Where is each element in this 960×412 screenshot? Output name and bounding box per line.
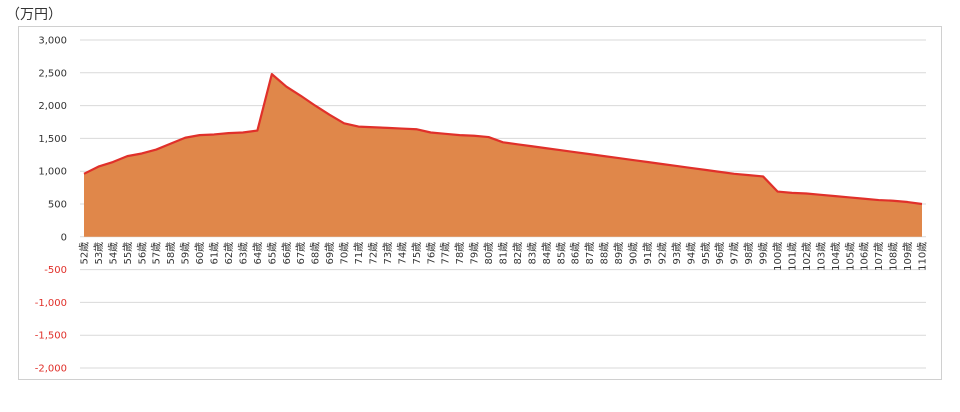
x-tick-label: 110歳 xyxy=(917,242,929,271)
x-tick-label: 103歳 xyxy=(815,242,827,271)
area-series xyxy=(83,73,923,237)
y-tick-label: 2,000 xyxy=(38,101,67,112)
x-tick-label: 72歳 xyxy=(367,242,379,265)
series-line xyxy=(83,73,923,206)
x-tick-label: 84歳 xyxy=(541,242,553,265)
x-tick-label: 80歳 xyxy=(483,242,495,265)
y-tick-label: -1,000 xyxy=(35,298,67,309)
x-tick-label: 56歳 xyxy=(136,242,148,265)
chart-frame: 3,000 2,500 2,000 1,500 1,000 500 0 -500 -1,000 -… xyxy=(18,26,942,380)
x-tick-label: 105歳 xyxy=(844,242,856,271)
x-tick-label: 99歳 xyxy=(758,242,770,265)
y-tick-label: -2,000 xyxy=(35,364,67,375)
x-tick-label: 59歳 xyxy=(180,242,192,265)
y-tick-label: 500 xyxy=(48,200,67,211)
x-tick-label: 98歳 xyxy=(743,242,755,265)
x-tick-label: 83歳 xyxy=(526,242,538,265)
y-tick-label: 2,500 xyxy=(38,68,67,79)
x-tick-label: 52歳 xyxy=(79,242,91,265)
x-tick-label: 65歳 xyxy=(266,242,278,265)
x-tick-label: 57歳 xyxy=(151,242,163,265)
x-tick-label: 106歳 xyxy=(859,242,871,271)
x-tick-label: 68歳 xyxy=(310,242,322,265)
x-tick-label: 93歳 xyxy=(671,242,683,265)
y-axis-unit-label: （万円） xyxy=(6,7,62,23)
x-tick-label: 91歳 xyxy=(642,242,654,265)
x-tick-label: 69歳 xyxy=(324,242,336,265)
x-tick-label: 71歳 xyxy=(353,242,365,265)
y-tick-label: 1,000 xyxy=(38,167,67,178)
x-tick-label: 78歳 xyxy=(454,242,466,265)
x-tick-label: 73歳 xyxy=(382,242,394,265)
x-tick-label: 74歳 xyxy=(396,242,408,265)
x-tick-label: 96歳 xyxy=(714,242,726,265)
x-tick-label: 86歳 xyxy=(570,242,582,265)
y-axis-ticks: 3,000 2,500 2,000 1,500 1,000 500 0 -500 -1,000 -… xyxy=(35,36,67,375)
area-fill xyxy=(84,74,922,237)
x-tick-label: 82歳 xyxy=(512,242,524,265)
x-tick-label: 77歳 xyxy=(440,242,452,265)
y-tick-label: 1,500 xyxy=(38,134,67,145)
x-tick-label: 104歳 xyxy=(830,242,842,271)
x-tick-label: 109歳 xyxy=(902,242,914,271)
y-tick-label: 3,000 xyxy=(38,36,67,47)
x-tick-label: 64歳 xyxy=(252,242,264,265)
y-tick-label: -1,500 xyxy=(35,331,67,342)
x-tick-label: 60歳 xyxy=(194,242,206,265)
x-tick-label: 94歳 xyxy=(685,242,697,265)
x-tick-label: 70歳 xyxy=(339,242,351,265)
x-tick-label: 62歳 xyxy=(223,242,235,265)
x-tick-label: 53歳 xyxy=(93,242,105,265)
x-tick-label: 67歳 xyxy=(295,242,307,265)
x-tick-label: 58歳 xyxy=(165,242,177,265)
y-tick-label: 0 xyxy=(61,232,67,243)
x-axis-ticks: 52歳 53歳 54歳 55歳 56歳 57歳 58歳 59歳 60歳 61歳 62歳 63歳 64歳 6… xyxy=(79,242,929,271)
x-tick-label: 90歳 xyxy=(628,242,640,265)
x-tick-label: 66歳 xyxy=(281,242,293,265)
x-tick-label: 81歳 xyxy=(498,242,510,265)
x-tick-label: 88歳 xyxy=(599,242,611,265)
x-tick-label: 100歳 xyxy=(772,242,784,271)
x-tick-label: 85歳 xyxy=(555,242,567,265)
y-tick-label: -500 xyxy=(44,265,67,276)
x-tick-label: 89歳 xyxy=(613,242,625,265)
x-tick-label: 108歳 xyxy=(888,242,900,271)
area-chart: 3,000 2,500 2,000 1,500 1,000 500 0 -500 -1,000 -… xyxy=(35,36,929,375)
x-tick-label: 75歳 xyxy=(411,242,423,265)
x-tick-label: 55歳 xyxy=(122,242,134,265)
x-tick-label: 54歳 xyxy=(107,242,119,265)
x-tick-label: 87歳 xyxy=(584,242,596,265)
x-tick-label: 102歳 xyxy=(801,242,813,271)
x-tick-label: 63歳 xyxy=(237,242,249,265)
x-tick-label: 101歳 xyxy=(786,242,798,271)
x-tick-label: 76歳 xyxy=(425,242,437,265)
x-tick-label: 61歳 xyxy=(209,242,221,265)
x-tick-label: 95歳 xyxy=(700,242,712,265)
x-tick-label: 107歳 xyxy=(873,242,885,271)
x-tick-label: 97歳 xyxy=(729,242,741,265)
x-tick-label: 79歳 xyxy=(469,242,481,265)
x-tick-label: 92歳 xyxy=(656,242,668,265)
